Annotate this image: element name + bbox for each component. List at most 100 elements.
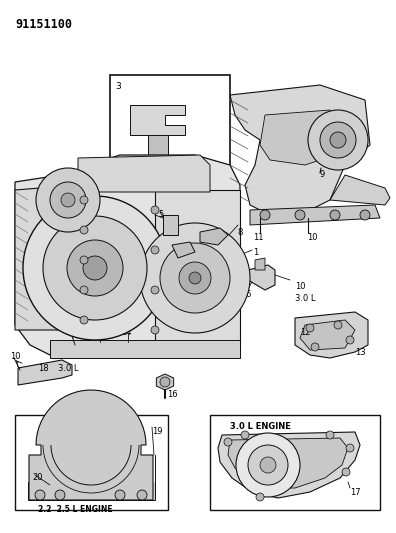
Circle shape	[334, 321, 342, 329]
Text: 3.0 L: 3.0 L	[295, 294, 316, 303]
Circle shape	[189, 272, 201, 284]
Polygon shape	[155, 190, 240, 350]
Polygon shape	[295, 312, 368, 358]
Circle shape	[308, 110, 368, 170]
Text: 15: 15	[93, 328, 103, 337]
Circle shape	[330, 132, 346, 148]
Polygon shape	[200, 228, 228, 245]
Polygon shape	[156, 374, 174, 390]
Circle shape	[140, 223, 250, 333]
Circle shape	[260, 457, 276, 473]
Text: 19: 19	[152, 427, 162, 436]
Text: 11: 11	[253, 233, 263, 242]
Bar	[15, 415, 168, 510]
Polygon shape	[228, 438, 348, 488]
Circle shape	[80, 226, 88, 234]
Text: 2: 2	[78, 233, 83, 242]
Circle shape	[35, 490, 45, 500]
Text: 20: 20	[32, 473, 42, 482]
Text: 6: 6	[245, 290, 250, 299]
Circle shape	[80, 196, 88, 204]
Polygon shape	[28, 447, 155, 482]
Text: 3.0 L: 3.0 L	[58, 364, 78, 373]
Text: 10: 10	[10, 352, 21, 361]
Text: 1: 1	[253, 248, 258, 257]
Polygon shape	[15, 155, 240, 355]
Bar	[110, 75, 230, 168]
Circle shape	[23, 196, 167, 340]
Circle shape	[151, 246, 159, 254]
Circle shape	[61, 193, 75, 207]
Circle shape	[80, 256, 88, 264]
Text: 8: 8	[237, 228, 242, 237]
Text: 10: 10	[307, 233, 318, 242]
Circle shape	[43, 216, 147, 320]
Circle shape	[160, 243, 230, 313]
Text: 3: 3	[115, 82, 121, 91]
Circle shape	[306, 324, 314, 332]
Polygon shape	[230, 85, 370, 215]
Text: 9: 9	[320, 170, 325, 179]
Text: 4: 4	[132, 222, 137, 231]
Circle shape	[346, 444, 354, 452]
Circle shape	[80, 286, 88, 294]
Text: 16: 16	[167, 390, 178, 399]
Circle shape	[236, 433, 300, 497]
Circle shape	[160, 377, 170, 387]
Text: 3: 3	[210, 228, 215, 237]
Polygon shape	[260, 110, 345, 165]
Circle shape	[346, 336, 354, 344]
Circle shape	[320, 122, 356, 158]
Text: 10: 10	[295, 282, 305, 291]
Polygon shape	[330, 175, 390, 205]
Circle shape	[342, 468, 350, 476]
Polygon shape	[78, 155, 210, 192]
Circle shape	[179, 262, 211, 294]
Polygon shape	[15, 185, 78, 330]
Text: 12: 12	[300, 328, 310, 337]
Circle shape	[151, 326, 159, 334]
Circle shape	[241, 431, 249, 439]
Text: 18: 18	[38, 364, 49, 373]
Circle shape	[260, 210, 270, 220]
Circle shape	[55, 490, 65, 500]
Circle shape	[83, 256, 107, 280]
Circle shape	[151, 286, 159, 294]
Text: 14: 14	[121, 328, 131, 337]
Text: 3.0 L ENGINE: 3.0 L ENGINE	[230, 422, 291, 431]
Polygon shape	[29, 390, 153, 500]
Polygon shape	[148, 135, 168, 158]
Polygon shape	[163, 215, 178, 235]
Circle shape	[115, 490, 125, 500]
Circle shape	[311, 343, 319, 351]
Polygon shape	[50, 340, 240, 358]
Circle shape	[330, 210, 340, 220]
Circle shape	[67, 240, 123, 296]
Polygon shape	[18, 360, 72, 385]
Text: 5: 5	[158, 210, 163, 219]
Text: 13: 13	[355, 348, 366, 357]
Polygon shape	[28, 455, 155, 500]
Polygon shape	[255, 258, 265, 270]
Circle shape	[248, 445, 288, 485]
Text: 2.2  2.5 L ENGINE: 2.2 2.5 L ENGINE	[38, 505, 112, 514]
Text: 21: 21	[64, 324, 74, 333]
Circle shape	[360, 210, 370, 220]
Circle shape	[151, 206, 159, 214]
Polygon shape	[130, 105, 185, 135]
Circle shape	[50, 182, 86, 218]
Bar	[210, 415, 380, 510]
Circle shape	[256, 493, 264, 501]
Text: 8: 8	[171, 238, 176, 247]
Polygon shape	[250, 205, 380, 225]
Circle shape	[80, 316, 88, 324]
Text: 91151100: 91151100	[15, 18, 72, 31]
Circle shape	[224, 438, 232, 446]
Text: 17: 17	[350, 488, 361, 497]
Polygon shape	[218, 432, 360, 498]
Circle shape	[137, 490, 147, 500]
Polygon shape	[172, 242, 195, 258]
Polygon shape	[300, 320, 355, 350]
Circle shape	[326, 431, 334, 439]
Circle shape	[295, 210, 305, 220]
